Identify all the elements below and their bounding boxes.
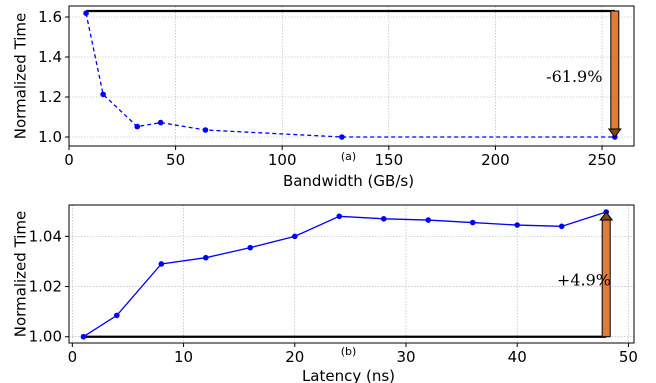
data-point — [514, 222, 521, 228]
y-tick-label: 1.0 — [38, 128, 62, 146]
x-tick-label: 20 — [285, 348, 304, 366]
data-point — [158, 261, 165, 267]
data-point — [80, 333, 87, 340]
x-tick-label: 0 — [68, 348, 78, 366]
data-point — [83, 10, 89, 16]
y-tick-label: 1.00 — [29, 328, 62, 346]
plot-frame — [68, 204, 635, 344]
x-tick-label: 150 — [374, 151, 403, 169]
annotation-label: +4.9% — [557, 270, 611, 289]
x-tick-label: 30 — [396, 348, 415, 366]
data-point — [247, 244, 254, 251]
data-point — [203, 254, 209, 261]
x-tick-label: 10 — [174, 348, 193, 366]
data-point — [202, 127, 209, 133]
panel-sublabel: (b) — [341, 345, 357, 358]
data-point — [157, 119, 164, 126]
data-point — [291, 233, 298, 240]
series-line — [85, 13, 615, 138]
x-tick-label: 100 — [268, 151, 297, 169]
data-point — [339, 134, 345, 140]
y-tick-label: 1.4 — [38, 48, 62, 66]
y-tick-label: 1.02 — [29, 278, 62, 296]
annotation-arrow-head — [607, 128, 622, 138]
data-point — [336, 213, 343, 220]
annotation-arrow-head — [599, 211, 614, 221]
y-axis-label: Normalized Time — [12, 13, 30, 140]
x-tick-label: 50 — [619, 348, 638, 366]
data-point — [425, 217, 432, 223]
data-point — [100, 91, 106, 98]
annotation-arrow-shaft — [610, 10, 620, 130]
data-point — [134, 123, 141, 130]
data-point — [380, 216, 387, 222]
x-tick-label: 50 — [166, 151, 185, 169]
data-point — [469, 219, 476, 226]
panel-sublabel: (a) — [341, 150, 356, 163]
x-axis-label: Latency (ns) — [302, 367, 395, 383]
chart-panel-b: 0 10 20 30 40 50 1.00 1.02 1.04 +4.9% (b) Latency (… — [12, 204, 638, 383]
series-line — [83, 211, 607, 338]
x-tick-label: 250 — [588, 151, 617, 169]
data-point — [558, 223, 565, 230]
data-point — [114, 312, 120, 319]
y-tick-label: 1.2 — [38, 88, 62, 106]
x-tick-label: 40 — [508, 348, 527, 366]
y-tick-label: 1.04 — [29, 227, 62, 245]
x-tick-label: 200 — [481, 151, 510, 169]
y-axis-label: Normalized Time — [12, 211, 30, 338]
chart-panel-a: 0 50 100 150 200 250 1.0 1.2 1.4 1.6 -61.9% (a) Band… — [12, 5, 635, 190]
y-tick-label: 1.6 — [38, 8, 62, 26]
x-tick-label: 0 — [64, 151, 74, 169]
plot-frame — [68, 5, 635, 147]
x-axis-label: Bandwidth (GB/s) — [283, 172, 414, 190]
annotation-label: -61.9% — [546, 67, 602, 86]
